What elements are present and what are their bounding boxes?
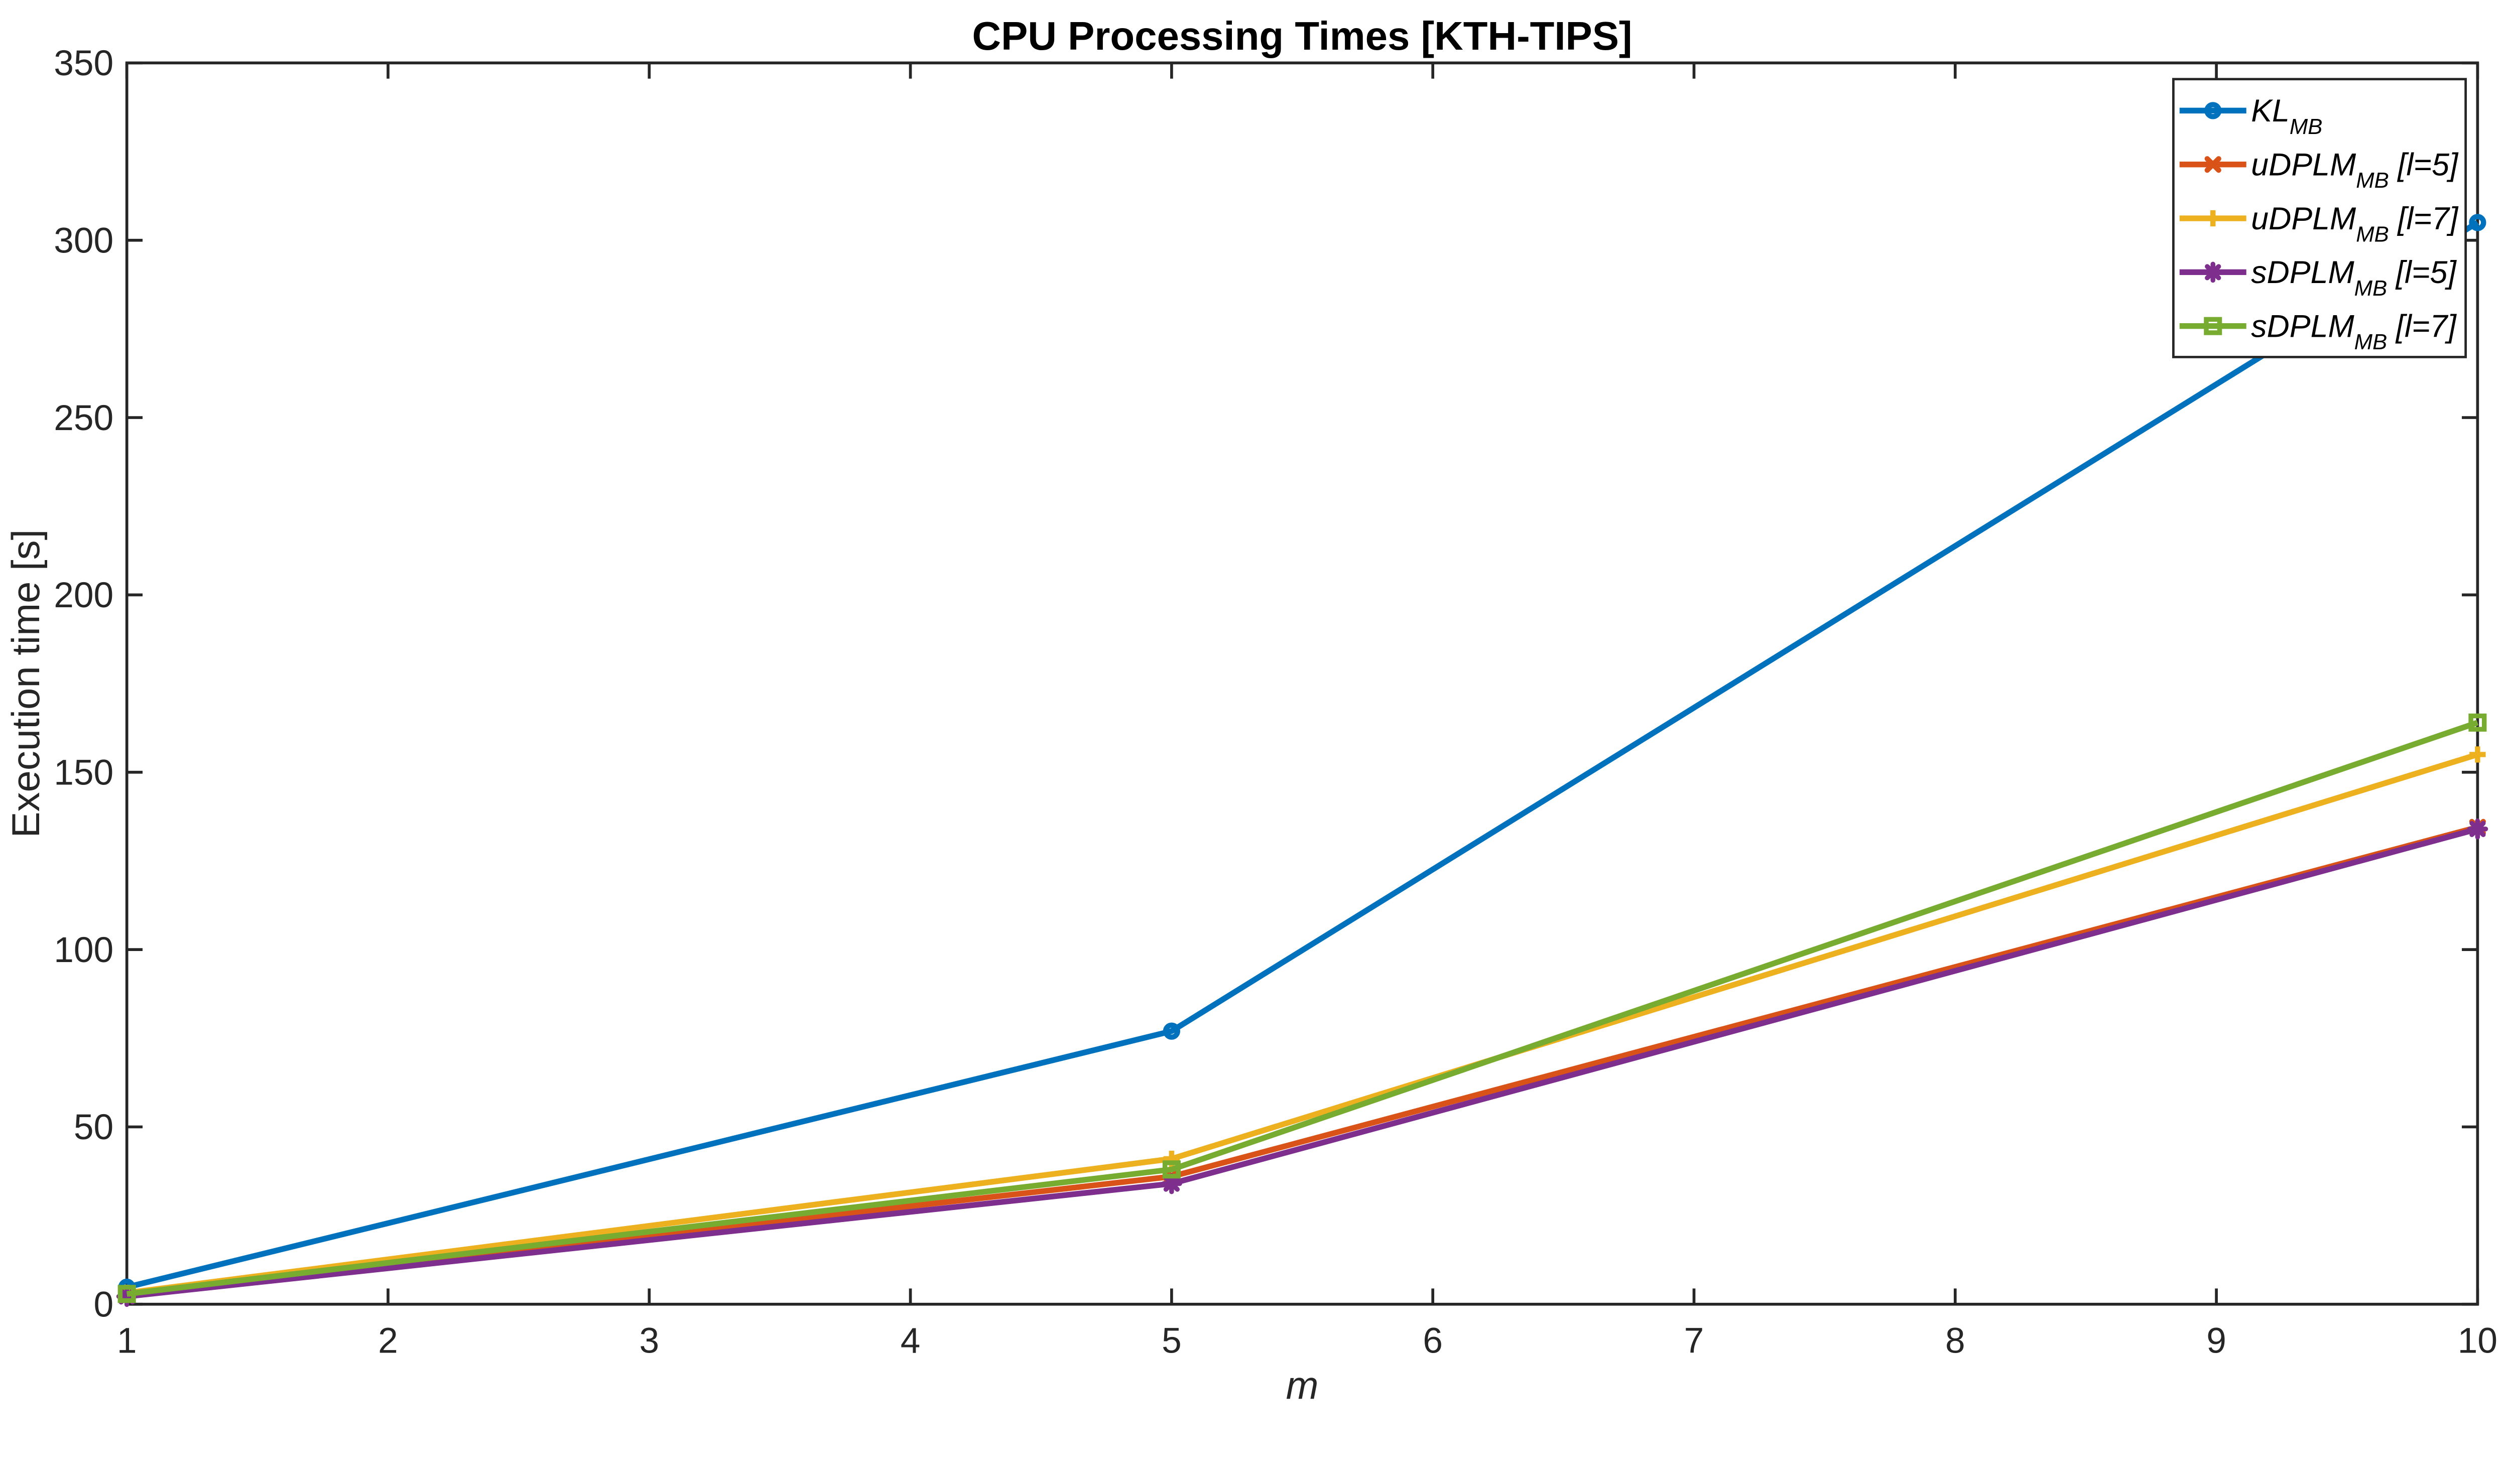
legend-label: uDPLMMB [l=7] <box>2251 201 2459 247</box>
x-tick-label: 1 <box>117 1321 137 1361</box>
x-marker <box>2204 156 2221 173</box>
series-kl-mb <box>118 214 2486 1296</box>
plus-marker <box>2469 746 2486 763</box>
x-tick-label: 3 <box>639 1321 659 1361</box>
series-udplm-mb-l-5- <box>118 819 2486 1304</box>
square-marker <box>117 1285 136 1303</box>
legend-item: sDPLMMB [l=7] <box>2179 309 2457 355</box>
series-line <box>126 720 2479 1297</box>
asterisk-marker <box>2202 261 2224 283</box>
x-tick-label: 9 <box>2206 1321 2226 1361</box>
series-line <box>126 751 2479 1296</box>
x-tick-label: 7 <box>1684 1321 1704 1361</box>
series <box>116 214 2488 1307</box>
legend: KLMB uDPLMMB [l=5] uDPLMMB [l=7] sDPLMMB [l… <box>2172 78 2467 358</box>
legend-label: sDPLMMB [l=7] <box>2251 309 2457 355</box>
series-udplm-mb-l-7- <box>118 746 2486 1301</box>
y-tick-label: 0 <box>93 1285 113 1324</box>
plot-box <box>125 61 2479 1306</box>
chart-figure: 1 2 3 4 5 6 7 8 9 10 0 50 100 150 200 250 300 350 CPU Pro… <box>3 13 2498 1407</box>
series-sdplm-mb-l-7- <box>117 713 2487 1303</box>
legend-item: sDPLMMB [l=5] <box>2179 255 2457 301</box>
asterisk-marker <box>1161 1173 1182 1194</box>
square-marker <box>2468 713 2487 732</box>
x-tick-label: 10 <box>2458 1321 2497 1361</box>
square-marker <box>1162 1160 1181 1179</box>
circle-marker <box>2204 102 2222 119</box>
legend-label: KLMB <box>2251 93 2322 139</box>
square-marker <box>2204 317 2222 335</box>
y-tick-label: 50 <box>74 1108 113 1147</box>
series-sdplm-mb-l-5- <box>116 818 2488 1307</box>
legend-item: uDPLMMB [l=7] <box>2179 201 2459 247</box>
y-tick-label: 150 <box>54 753 113 792</box>
plus-marker <box>2205 210 2221 227</box>
circle-marker <box>1163 1022 1180 1040</box>
y-tick-label: 350 <box>54 44 113 83</box>
y-axis-label: Execution time [s] <box>4 529 48 838</box>
asterisk-marker <box>116 1286 138 1307</box>
circle-marker <box>2469 214 2486 231</box>
chart-title: CPU Processing Times [KTH-TIPS] <box>972 14 1633 58</box>
x-tick-label: 5 <box>1162 1321 1182 1361</box>
x-tick-label: 6 <box>1423 1321 1443 1361</box>
legend-item: uDPLMMB [l=5] <box>2179 148 2459 193</box>
x-tick-label: 2 <box>378 1321 398 1361</box>
x-axis-label: m <box>1286 1363 1319 1407</box>
y-tick-label: 200 <box>54 576 113 615</box>
asterisk-marker <box>2467 818 2488 840</box>
series-line <box>127 826 2478 1299</box>
series-line <box>126 220 2479 1290</box>
legend-label: sDPLMMB [l=5] <box>2251 255 2457 301</box>
legend-item: KLMB <box>2179 93 2322 139</box>
y-tick-label: 300 <box>54 221 113 260</box>
legend-label: uDPLMMB [l=5] <box>2251 148 2459 193</box>
x-tick-label: 8 <box>1945 1321 1965 1361</box>
y-tick-label: 100 <box>54 930 113 970</box>
y-tick-label: 250 <box>54 398 113 438</box>
x-tick-label: 4 <box>901 1321 921 1361</box>
series-line <box>127 824 2478 1298</box>
